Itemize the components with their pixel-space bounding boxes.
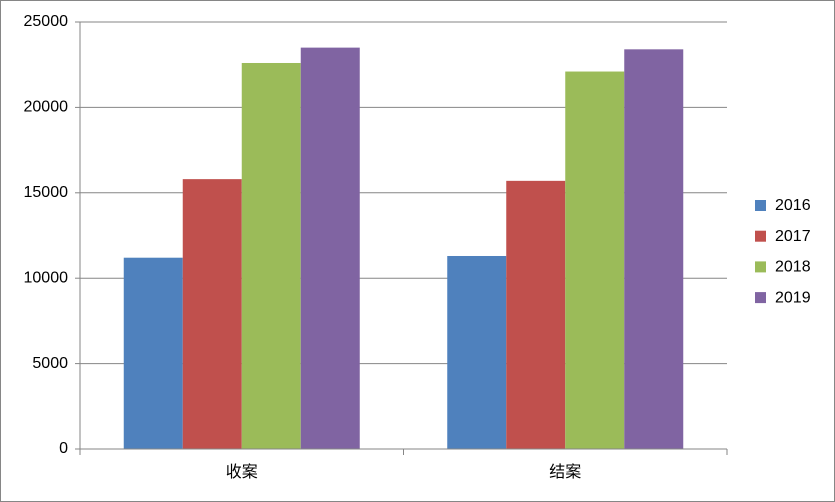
legend-swatch [755, 200, 766, 211]
legend-swatch [755, 230, 766, 242]
y-tick-label: 5000 [32, 355, 68, 372]
bar [624, 49, 684, 449]
y-tick-label: 0 [59, 440, 68, 457]
legend-swatch [755, 292, 766, 304]
bar [123, 257, 183, 449]
y-tick-label: 10000 [24, 269, 69, 286]
y-tick-label: 20000 [24, 99, 69, 116]
legend-label: 2018 [775, 259, 811, 276]
legend-swatch [755, 261, 766, 273]
legend-label: 2019 [775, 289, 811, 306]
bar [300, 47, 360, 450]
bar [241, 62, 301, 449]
bar [182, 179, 242, 450]
y-tick-label: 25000 [24, 13, 69, 30]
legend-label: 2016 [775, 197, 811, 214]
legend-label: 2017 [775, 228, 811, 245]
bar [565, 71, 625, 450]
y-tick-label: 15000 [24, 184, 69, 201]
bar [447, 255, 507, 449]
bar [506, 180, 566, 449]
x-tick-label: 结案 [549, 463, 581, 481]
x-tick-label: 收案 [226, 463, 258, 481]
